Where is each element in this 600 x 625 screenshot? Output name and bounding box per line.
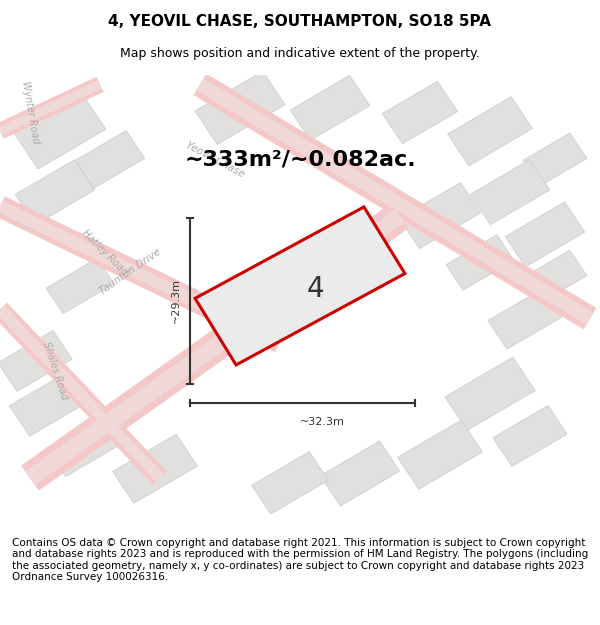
Polygon shape — [290, 76, 370, 140]
Text: Wynter Road: Wynter Road — [20, 81, 40, 144]
Polygon shape — [523, 133, 587, 186]
Text: Taunton Drive: Taunton Drive — [97, 247, 163, 297]
Polygon shape — [113, 434, 197, 503]
Polygon shape — [75, 131, 145, 188]
Polygon shape — [46, 258, 114, 314]
Polygon shape — [0, 331, 72, 391]
Text: ~32.3m: ~32.3m — [300, 417, 345, 427]
Polygon shape — [47, 414, 124, 476]
Polygon shape — [398, 420, 482, 489]
Polygon shape — [470, 160, 550, 224]
Text: ~333m²/~0.082ac.: ~333m²/~0.082ac. — [184, 149, 416, 169]
Polygon shape — [446, 235, 514, 290]
Text: Yeovil Chase: Yeovil Chase — [184, 139, 246, 179]
Polygon shape — [445, 357, 535, 431]
Polygon shape — [320, 441, 400, 506]
Text: Map shows position and indicative extent of the property.: Map shows position and indicative extent… — [120, 48, 480, 61]
Polygon shape — [505, 202, 585, 267]
Polygon shape — [448, 97, 532, 166]
Polygon shape — [15, 160, 95, 224]
Polygon shape — [382, 81, 458, 144]
Polygon shape — [400, 182, 481, 249]
Text: Hatley Road: Hatley Road — [80, 228, 130, 278]
Text: Shales Road: Shales Road — [41, 340, 69, 401]
Polygon shape — [195, 71, 285, 144]
Polygon shape — [493, 406, 567, 466]
Text: Contains OS data © Crown copyright and database right 2021. This information is : Contains OS data © Crown copyright and d… — [12, 538, 588, 582]
Polygon shape — [251, 452, 328, 514]
Text: 4, YEOVIL CHASE, SOUTHAMPTON, SO18 5PA: 4, YEOVIL CHASE, SOUTHAMPTON, SO18 5PA — [109, 14, 491, 29]
Polygon shape — [14, 94, 106, 169]
Polygon shape — [488, 288, 562, 349]
Polygon shape — [10, 370, 91, 436]
Polygon shape — [523, 250, 587, 303]
Text: 4: 4 — [306, 275, 324, 302]
Polygon shape — [195, 207, 405, 365]
Text: ~29.3m: ~29.3m — [171, 279, 181, 324]
